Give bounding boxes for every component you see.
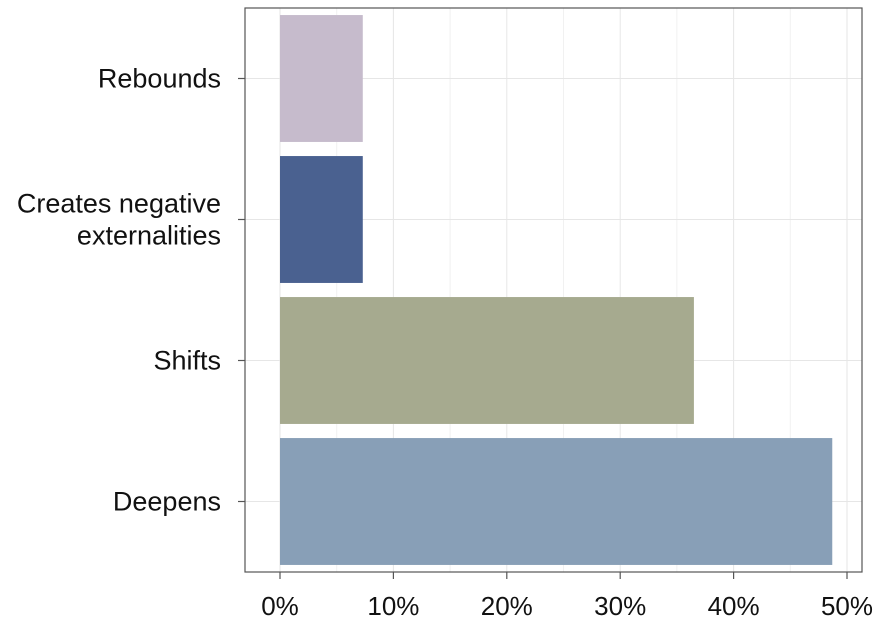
bar	[280, 15, 363, 142]
x-tick-label: 30%	[594, 591, 646, 621]
x-axis: 0% 10% 20% 30% 40% 50%	[261, 572, 873, 621]
category-label: Deepens	[113, 487, 221, 517]
bar	[280, 438, 833, 565]
x-tick-label: 20%	[481, 591, 533, 621]
category-label: Shifts	[153, 346, 221, 376]
category-label-line: externalities	[77, 221, 221, 251]
bars	[280, 15, 833, 565]
category-label-line: Deepens	[113, 487, 221, 517]
plot-border	[244, 7, 863, 573]
category-label-line: Shifts	[153, 346, 221, 376]
category-label: Creates negative externalities	[17, 189, 221, 251]
x-tick-label: 40%	[708, 591, 760, 621]
category-label-line: Rebounds	[98, 64, 221, 94]
y-axis: Rebounds Creates negative externalities Shi…	[17, 64, 245, 517]
bar	[280, 156, 363, 283]
x-tick-label: 0%	[261, 591, 299, 621]
category-label-line: Creates negative	[17, 189, 221, 219]
category-label: Rebounds	[98, 64, 221, 94]
x-tick-label: 10%	[367, 591, 419, 621]
x-tick-label: 50%	[821, 591, 873, 621]
bar	[280, 297, 694, 424]
